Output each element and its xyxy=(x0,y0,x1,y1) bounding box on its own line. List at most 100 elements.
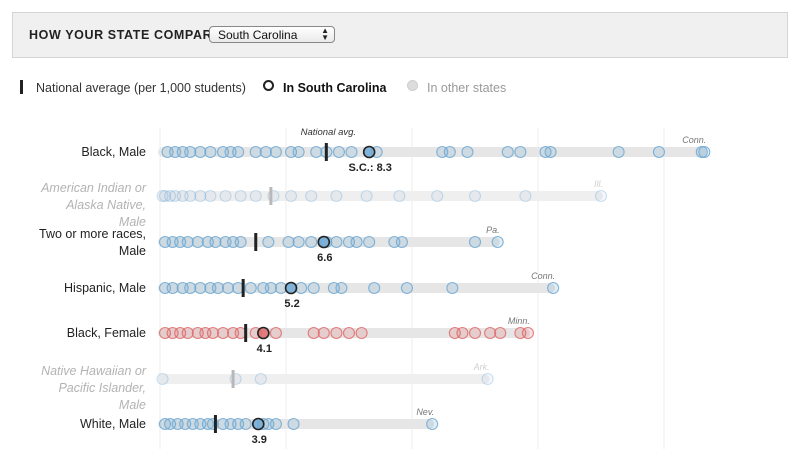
state-dot xyxy=(519,189,532,203)
state-dot xyxy=(330,326,343,340)
row-label: Black, Male xyxy=(81,145,146,159)
state-dot xyxy=(264,281,277,295)
state-dot xyxy=(456,326,469,340)
selected-state-dot xyxy=(284,281,298,295)
state-dot xyxy=(164,189,177,203)
state-dot xyxy=(284,189,298,203)
state-dot xyxy=(307,281,320,295)
state-dot xyxy=(234,235,247,249)
state-dot xyxy=(249,189,262,203)
selected-state-value: 5.2 xyxy=(284,298,299,310)
state-dot xyxy=(181,326,194,340)
state-dot xyxy=(491,235,504,249)
max-state-label: Pa. xyxy=(486,225,500,235)
row-label: Two or more races, xyxy=(39,227,146,241)
state-dot xyxy=(484,326,497,340)
state-dot xyxy=(269,326,282,340)
state-dot xyxy=(269,145,282,159)
state-dot xyxy=(232,145,245,159)
national-average-bar xyxy=(241,279,245,297)
state-dot xyxy=(345,145,358,159)
state-dot xyxy=(204,189,217,203)
state-dot xyxy=(254,372,267,386)
state-dot xyxy=(176,189,189,203)
state-dot xyxy=(194,145,207,159)
legend-in-state: In South Carolina xyxy=(283,81,387,95)
state-dot xyxy=(426,417,439,431)
state-dot xyxy=(368,281,381,295)
selected-state-dot xyxy=(251,417,265,431)
state-dot xyxy=(330,235,343,249)
selected-state-dot xyxy=(317,235,331,249)
selected-state-value: S.C.: 8.3 xyxy=(348,162,391,174)
state-dot xyxy=(305,235,318,249)
row-label: American Indian or xyxy=(40,181,147,195)
state-dot xyxy=(393,189,406,203)
state-dot xyxy=(211,281,225,295)
selected-state-value: 4.1 xyxy=(257,343,272,355)
state-dot xyxy=(698,145,711,159)
national-average-bar xyxy=(244,324,248,342)
selected-state-dot xyxy=(362,145,376,159)
max-state-label: Minn. xyxy=(508,316,530,326)
selected-state-value: 3.9 xyxy=(252,434,267,446)
state-dot xyxy=(305,189,318,203)
state-dot xyxy=(262,235,275,249)
selected-state-dot xyxy=(257,326,270,340)
state-dot xyxy=(191,235,204,249)
state-dot xyxy=(342,326,356,340)
state-dot xyxy=(317,326,330,340)
state-dot xyxy=(259,145,272,159)
national-average-bar xyxy=(231,370,235,388)
row-label: Pacific Islander, xyxy=(58,381,146,395)
state-dot xyxy=(184,145,197,159)
max-state-label: Conn. xyxy=(682,135,706,145)
legend-other-states: In other states xyxy=(427,81,507,95)
max-state-label: Conn. xyxy=(531,271,555,281)
national-average-bar xyxy=(254,233,258,251)
state-dot xyxy=(194,281,207,295)
state-dot xyxy=(184,189,197,203)
state-dot xyxy=(350,235,363,249)
state-dot xyxy=(395,235,408,249)
row-track xyxy=(158,283,556,293)
row-label: Black, Female xyxy=(67,326,146,340)
row-label: Male xyxy=(119,244,146,258)
state-dot xyxy=(206,326,219,340)
state-dot xyxy=(501,145,514,159)
state-select[interactable]: South Carolina ▲ ▼ xyxy=(209,26,335,43)
row-label: Male xyxy=(119,215,146,229)
row-label: Alaska Native, xyxy=(65,198,146,212)
state-dot xyxy=(431,189,444,203)
state-dot xyxy=(249,145,262,159)
state-dot xyxy=(355,326,368,340)
row-track xyxy=(158,191,603,201)
selected-state-value: 6.6 xyxy=(317,252,332,264)
state-dot xyxy=(166,281,179,295)
state-dot xyxy=(209,235,222,249)
state-dot xyxy=(184,281,197,295)
state-dot xyxy=(239,417,252,431)
row-label: Male xyxy=(119,398,146,412)
state-dot xyxy=(612,145,625,159)
state-compare-label: HOW YOUR STATE COMPARES: xyxy=(29,28,235,42)
state-dot xyxy=(468,326,482,340)
state-dot xyxy=(282,235,295,249)
select-arrows-icon: ▲ ▼ xyxy=(321,26,329,42)
state-select-value: South Carolina xyxy=(218,28,298,42)
state-dot xyxy=(244,281,257,295)
state-dot xyxy=(335,281,348,295)
state-dot xyxy=(194,189,207,203)
state-dot xyxy=(363,235,376,249)
other-states-circle-icon xyxy=(407,80,418,91)
national-average-bar xyxy=(269,187,273,205)
state-dot xyxy=(287,417,300,431)
max-state-label: Ark. xyxy=(473,362,490,372)
national-average-label: National avg. xyxy=(301,127,356,138)
national-average-bar xyxy=(213,415,217,433)
max-state-label: Ill. xyxy=(594,179,603,189)
state-dot xyxy=(468,189,482,203)
state-dot xyxy=(221,281,235,295)
state-dot xyxy=(307,326,320,340)
